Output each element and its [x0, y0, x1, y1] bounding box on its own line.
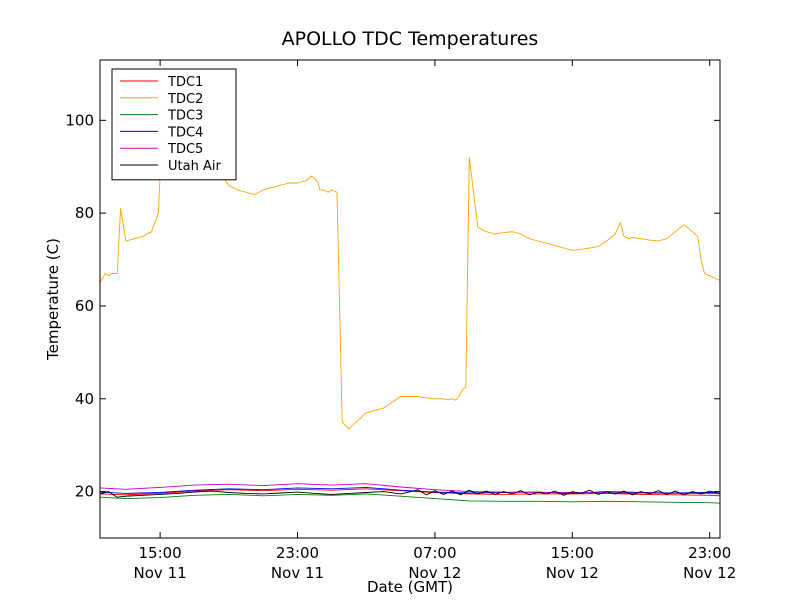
- x-tick-label-time: 07:00: [413, 544, 456, 562]
- x-tick-label-time: 15:00: [138, 544, 181, 562]
- legend-label: TDC4: [167, 125, 203, 140]
- series-line-utah-air: [100, 489, 720, 498]
- y-tick-label: 100: [65, 111, 94, 129]
- series-line-tdc4: [100, 486, 720, 494]
- y-tick-label: 80: [75, 204, 94, 222]
- x-tick-label-date: Nov 11: [271, 564, 324, 582]
- chart-title: APOLLO TDC Temperatures: [282, 28, 539, 50]
- legend-label: Utah Air: [168, 159, 221, 174]
- y-tick-label: 40: [75, 390, 94, 408]
- legend-frame: [111, 68, 237, 181]
- x-tick-label-time: 15:00: [551, 544, 594, 562]
- y-axis-label: Temperature (C): [44, 238, 62, 361]
- legend-label: TDC1: [167, 75, 203, 90]
- y-tick-label: 20: [75, 483, 94, 501]
- legend-label: TDC2: [167, 92, 203, 107]
- x-tick-label-date: Nov 12: [683, 564, 736, 582]
- legend-label: TDC3: [167, 109, 203, 124]
- axes: 20 40 60 80 100 15:00 Nov 11 23:00 Nov 11 07:00 No…: [65, 60, 736, 582]
- x-tick-label-date: Nov 12: [546, 564, 599, 582]
- series-line-tdc3: [100, 493, 720, 504]
- x-axis-label: Date (GMT): [367, 578, 453, 596]
- x-tick-label-time: 23:00: [276, 544, 319, 562]
- legend-label: TDC5: [167, 142, 203, 157]
- series-line-tdc5: [100, 483, 720, 495]
- x-tick-label-date: Nov 11: [134, 564, 187, 582]
- x-tick-label-date: Nov 12: [408, 564, 461, 582]
- plot-frame: [99, 59, 721, 539]
- y-tick-label: 60: [75, 297, 94, 315]
- x-tick-label-time: 23:00: [688, 544, 731, 562]
